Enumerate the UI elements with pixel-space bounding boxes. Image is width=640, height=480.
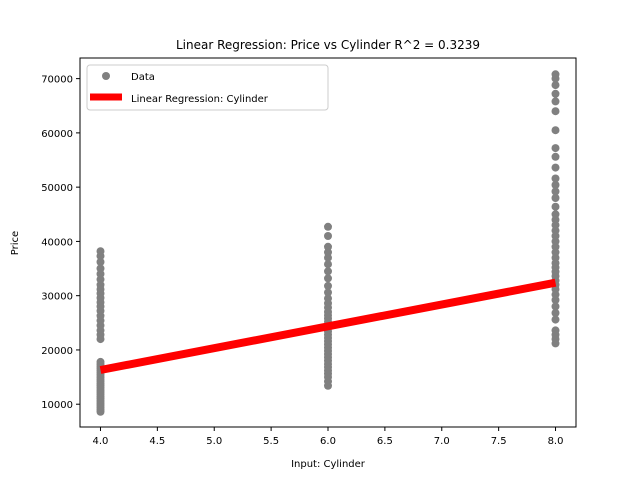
data-point <box>324 281 332 290</box>
data-point <box>551 181 560 189</box>
data-point <box>96 264 105 273</box>
data-point <box>551 70 560 79</box>
y-tick-label: 60000 <box>41 129 73 140</box>
legend-label-regression: Linear Regression: Cylinder <box>131 94 269 105</box>
data-point <box>96 357 105 366</box>
y-tick-label: 50000 <box>41 183 73 194</box>
data-point <box>551 163 560 172</box>
x-tick-label: 4.0 <box>93 436 109 447</box>
data-point <box>551 302 560 311</box>
data-point <box>96 258 105 266</box>
data-point <box>551 315 560 324</box>
data-point <box>551 144 560 153</box>
y-tick-label: 40000 <box>41 237 73 248</box>
data-point <box>551 309 560 317</box>
data-point <box>551 174 560 183</box>
data-point <box>324 288 332 297</box>
data-point <box>324 242 332 251</box>
legend-label-data: Data <box>131 72 155 83</box>
data-point <box>551 202 560 211</box>
data-point <box>324 222 332 231</box>
x-axis-label: Input: Cylinder <box>291 459 366 470</box>
x-tick-label: 6.5 <box>377 436 393 447</box>
data-point <box>324 267 332 276</box>
legend: Data Linear Regression: Cylinder <box>86 64 329 111</box>
x-tick-label: 7.5 <box>491 436 507 447</box>
data-point <box>551 187 560 196</box>
data-point <box>551 326 560 335</box>
x-tick-label: 8.0 <box>548 436 564 447</box>
data-point <box>551 248 560 257</box>
x-tick-label: 6.0 <box>320 436 336 447</box>
data-point <box>324 232 332 240</box>
y-tick-label: 10000 <box>41 400 73 411</box>
x-tick-label: 4.5 <box>149 436 165 447</box>
regression-line <box>99 278 557 374</box>
data-point <box>551 107 560 116</box>
chart-title: Linear Regression: Price vs Cylinder R^2… <box>176 38 480 52</box>
data-point <box>551 97 560 106</box>
y-axis-label: Price <box>10 231 21 255</box>
data-point <box>551 81 560 90</box>
data-point <box>96 270 105 278</box>
legend-box <box>86 64 329 111</box>
x-tick-label: 5.0 <box>206 436 222 447</box>
data-point <box>324 294 332 303</box>
data-point <box>551 126 560 135</box>
data-point <box>551 226 560 235</box>
data-point <box>324 260 332 269</box>
legend-marker-data <box>102 72 110 80</box>
x-axis: 4.0 4.5 5.0 5.5 6.0 6.5 7.0 7.5 8.0 <box>93 427 564 447</box>
data-point <box>551 194 560 202</box>
data-point <box>324 248 332 257</box>
y-tick-label: 30000 <box>41 292 73 303</box>
x-tick-label: 5.5 <box>263 436 279 447</box>
data-point <box>551 152 560 161</box>
y-axis: 10000 20000 30000 40000 50000 60000 70000 <box>41 75 80 411</box>
data-point <box>96 247 105 256</box>
x-tick-label: 7.0 <box>434 436 450 447</box>
data-point <box>551 89 560 98</box>
data-point <box>324 274 332 283</box>
y-tick-label: 70000 <box>41 75 73 86</box>
data-point <box>551 210 560 219</box>
plot-layer <box>96 70 560 416</box>
y-tick-label: 20000 <box>41 346 73 357</box>
